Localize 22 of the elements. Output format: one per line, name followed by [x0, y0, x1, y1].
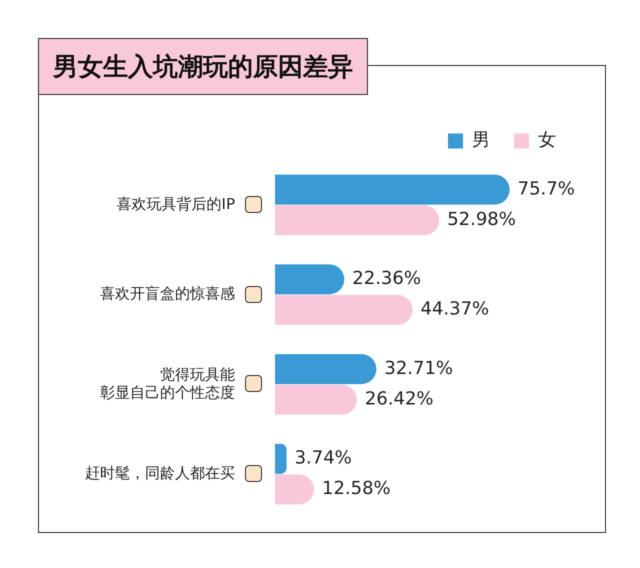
data-label: 75.7% [518, 178, 575, 200]
data-label: 12.58% [322, 478, 391, 500]
data-label: 32.71% [384, 358, 454, 379]
bar [275, 264, 344, 294]
bar [275, 384, 357, 415]
bar [275, 444, 287, 474]
legend-label: 男 [472, 130, 490, 151]
y-tick-label: 喜欢开盲盒的惊喜感 [100, 284, 235, 303]
data-label: 3.74% [294, 448, 352, 469]
legend-label: 女 [538, 130, 556, 151]
chart-title: 男女生入坑潮玩的原因差异 [38, 38, 368, 95]
data-label: 52.98% [447, 208, 516, 230]
data-label: 44.37% [420, 298, 490, 320]
bar [275, 205, 440, 236]
bar [275, 354, 376, 384]
data-label: 22.36% [352, 268, 421, 290]
y-tick-label: 喜欢玩具背后的IP [116, 194, 235, 213]
y-tick-label: 觉得玩具能彰显自己的个性态度 [100, 365, 235, 402]
data-label: 26.42% [364, 388, 434, 410]
bar [275, 294, 413, 325]
bar [275, 174, 510, 205]
y-tick-label: 赶时髦，同龄人都在买 [85, 464, 235, 482]
